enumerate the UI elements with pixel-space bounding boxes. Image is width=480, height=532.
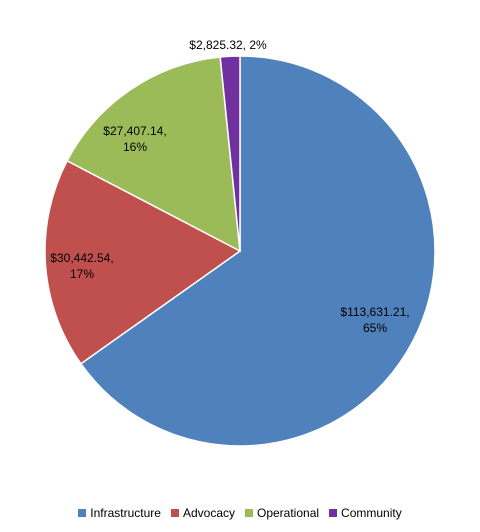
pie-slice-infrastructure (79, 55, 436, 447)
legend-label-advocacy: Advocacy (182, 506, 235, 520)
legend-item-advocacy: Advocacy (170, 506, 235, 520)
data-label-infrastructure: $113,631.21, 65% (340, 305, 409, 335)
chart-legend: Infrastructure Advocacy Operational Communi… (0, 503, 480, 523)
legend-swatch-advocacy (170, 509, 179, 517)
pie-slice-community (219, 55, 241, 252)
legend-item-operational: Operational (245, 506, 319, 520)
legend-item-infrastructure: Infrastructure (78, 506, 161, 520)
data-label-community: $2,825.32, 2% (189, 38, 267, 52)
pie-slice-operational (66, 56, 241, 253)
legend-swatch-infrastructure (78, 509, 87, 517)
legend-item-community: Community (329, 506, 402, 520)
legend-label-infrastructure: Infrastructure (90, 506, 161, 520)
legend-swatch-operational (245, 509, 253, 517)
legend-label-operational: Operational (257, 506, 320, 520)
pie-plot-area: $113,631.21, 65% $30,442.54, 17% $27,407.14,… (44, 38, 436, 447)
legend-label-community: Community (341, 506, 402, 520)
legend-swatch-community (329, 509, 338, 517)
data-label-operational: $27,407.14, 16% (103, 124, 166, 154)
pie-slice-advocacy (44, 159, 242, 365)
data-label-advocacy: $30,442.54, 17% (50, 251, 113, 281)
